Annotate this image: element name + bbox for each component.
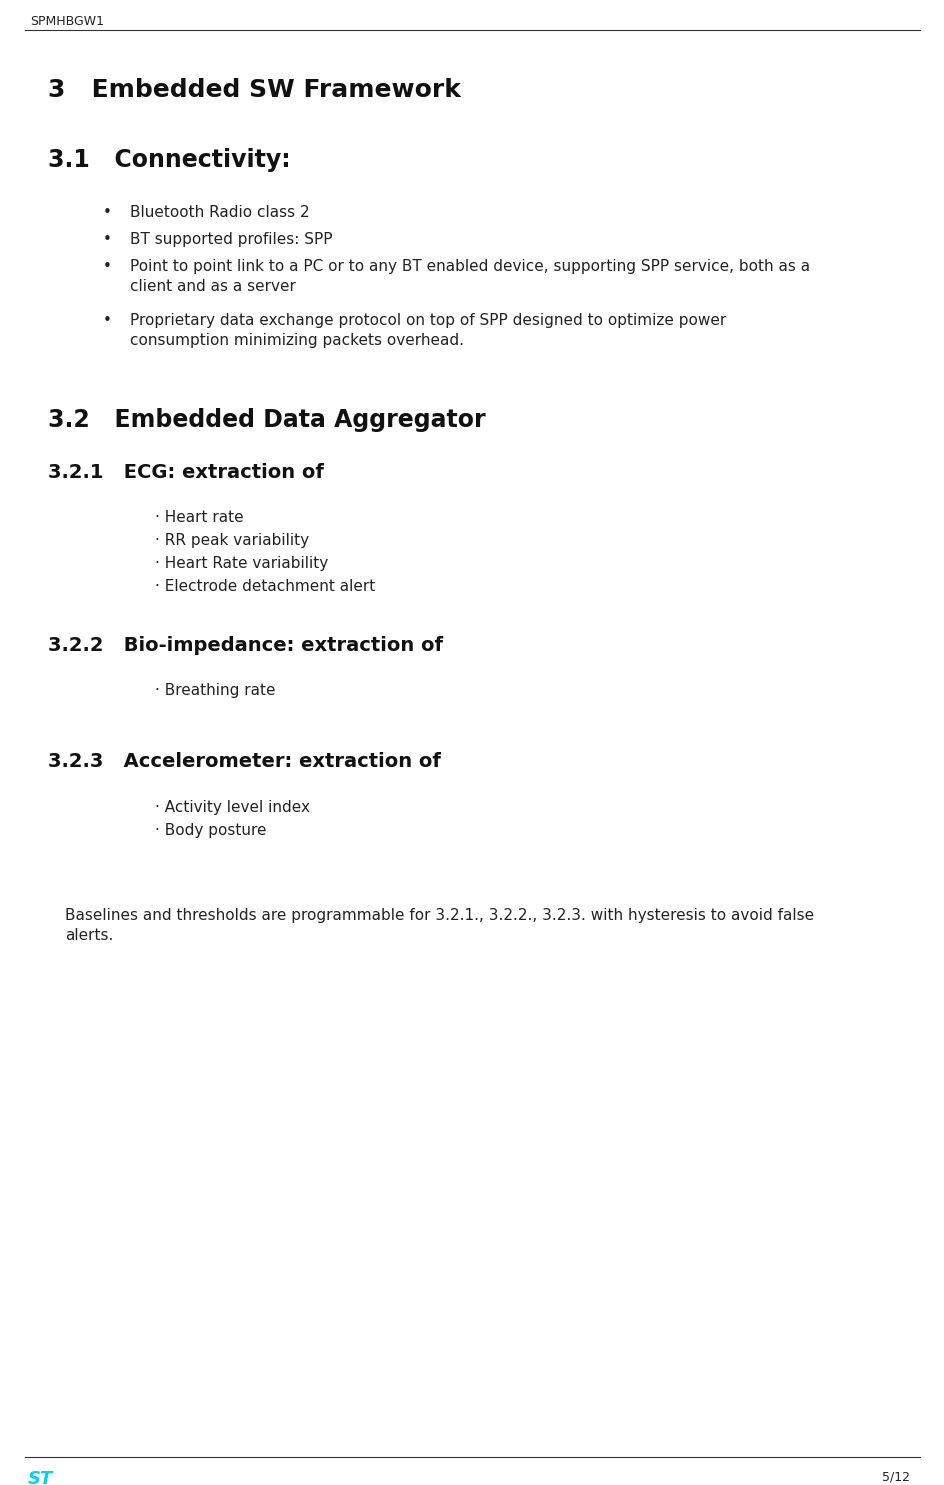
Text: ST: ST	[28, 1470, 53, 1485]
Text: Baselines and thresholds are programmable for 3.2.1., 3.2.2., 3.2.3. with hyster: Baselines and thresholds are programmabl…	[65, 907, 814, 943]
Text: 3.2   Embedded Data Aggregator: 3.2 Embedded Data Aggregator	[48, 408, 485, 432]
Text: · RR peak variability: · RR peak variability	[155, 533, 309, 548]
Text: •: •	[103, 258, 111, 275]
Text: Bluetooth Radio class 2: Bluetooth Radio class 2	[130, 205, 310, 220]
Text: · Activity level index: · Activity level index	[155, 800, 310, 815]
Text: •: •	[103, 232, 111, 247]
Text: 3.2.2   Bio-impedance: extraction of: 3.2.2 Bio-impedance: extraction of	[48, 636, 443, 655]
Text: · Body posture: · Body posture	[155, 823, 266, 838]
Text: BT supported profiles: SPP: BT supported profiles: SPP	[130, 232, 332, 247]
Text: •: •	[103, 205, 111, 220]
Text: · Heart rate: · Heart rate	[155, 509, 244, 526]
Text: 3.2.3   Accelerometer: extraction of: 3.2.3 Accelerometer: extraction of	[48, 751, 441, 771]
Text: · Breathing rate: · Breathing rate	[155, 683, 276, 698]
Text: 3.2.1   ECG: extraction of: 3.2.1 ECG: extraction of	[48, 463, 324, 483]
Text: •: •	[103, 313, 111, 328]
Text: Proprietary data exchange protocol on top of SPP designed to optimize power
cons: Proprietary data exchange protocol on to…	[130, 313, 726, 347]
Text: 5/12: 5/12	[881, 1470, 909, 1484]
Text: 3.1   Connectivity:: 3.1 Connectivity:	[48, 148, 291, 172]
Text: 3   Embedded SW Framework: 3 Embedded SW Framework	[48, 79, 461, 102]
Text: SPMHBGW1: SPMHBGW1	[30, 15, 104, 28]
Text: · Electrode detachment alert: · Electrode detachment alert	[155, 579, 375, 594]
Text: Point to point link to a PC or to any BT enabled device, supporting SPP service,: Point to point link to a PC or to any BT…	[130, 258, 809, 294]
Text: · Heart Rate variability: · Heart Rate variability	[155, 555, 328, 572]
